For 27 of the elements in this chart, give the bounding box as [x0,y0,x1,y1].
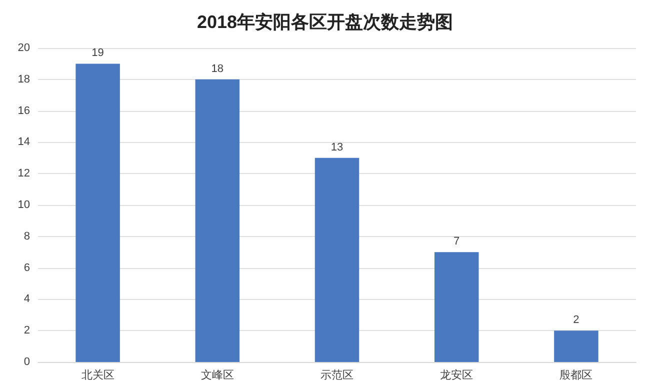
y-tick-label: 16 [18,104,30,117]
y-tick-label: 20 [18,42,30,54]
data-label: 18 [211,62,224,75]
bar [195,79,240,362]
bar [554,330,598,362]
data-label: 2 [573,314,580,326]
x-tick-label: 殷都区 [560,368,593,382]
data-label: 7 [454,236,460,248]
y-tick-label: 18 [18,73,30,86]
y-tick-label: 2 [24,324,30,337]
y-tick-label: 8 [24,230,30,242]
x-tick-label: 龙安区 [440,368,474,382]
y-tick-label: 4 [24,293,30,306]
y-tick-label: 0 [24,356,30,368]
bar [434,252,479,362]
data-label: 13 [330,141,344,154]
data-label: 19 [92,47,104,60]
x-tick-label: 北关区 [81,368,114,382]
x-tick-label: 示范区 [320,368,354,382]
x-tick-label: 文峰区 [200,368,234,382]
bar [314,158,360,362]
y-tick-label: 10 [18,199,30,211]
y-tick-label: 6 [24,262,30,274]
y-tick-label: 14 [18,136,30,148]
chart-title: 2018年安阳各区开盘次数走势图 [196,12,454,32]
y-tick-label: 12 [18,168,30,180]
bar [76,64,120,362]
